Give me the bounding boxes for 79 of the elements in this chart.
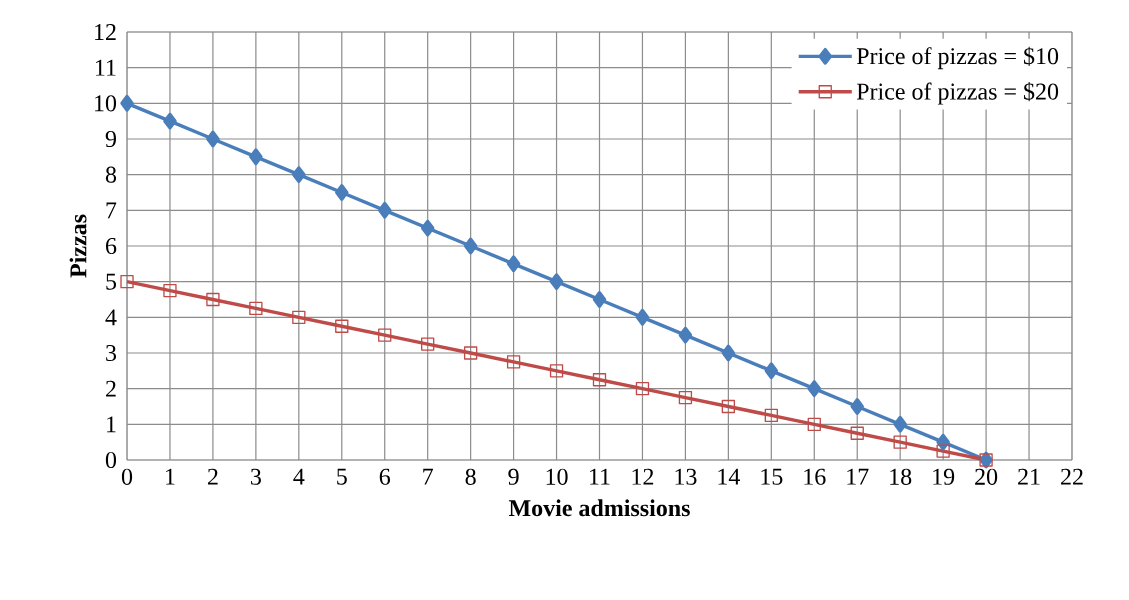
point [120, 94, 134, 112]
point [635, 308, 650, 326]
point [206, 130, 220, 148]
point [678, 326, 693, 344]
x-tick-label: 8 [465, 468, 476, 485]
point [463, 237, 478, 255]
point [292, 310, 306, 324]
point [163, 112, 177, 130]
point [893, 435, 907, 449]
point [421, 337, 435, 351]
point [463, 346, 478, 360]
x-tick-label: 9 [508, 468, 519, 485]
y-tick-label: 10 [95, 95, 117, 112]
point [506, 355, 521, 369]
point [936, 444, 950, 458]
point [764, 408, 778, 423]
y-tick-label: 5 [106, 273, 117, 290]
point [420, 219, 435, 237]
point [592, 291, 607, 308]
point [850, 398, 864, 415]
legend-label: Price of pizzas = $20 [856, 82, 1059, 105]
y-axis-title: Pizzas [69, 214, 87, 278]
point [549, 364, 564, 378]
point [678, 390, 693, 405]
point [807, 417, 821, 431]
point [721, 399, 736, 414]
y-tick-label: 11 [95, 59, 116, 76]
point [807, 380, 822, 398]
x-tick-label: 11 [590, 468, 610, 485]
point [163, 283, 177, 298]
point [206, 292, 220, 307]
y-tick-label: 0 [105, 451, 117, 469]
x-tick-label: 22 [1061, 468, 1083, 485]
x-tick-label: 7 [423, 468, 433, 485]
point [721, 344, 736, 362]
x-tick-label: 13 [675, 468, 697, 485]
y-tick-label: 6 [105, 237, 117, 255]
x-tick-label: 4 [293, 468, 305, 485]
x-tick-label: 12 [632, 468, 654, 485]
x-tick-label: 14 [718, 468, 740, 485]
x-axis-title: Movie admissions [508, 499, 690, 517]
x-tick-label: 2 [207, 468, 218, 485]
point [635, 381, 650, 396]
point [249, 301, 263, 316]
y-tick-label: 3 [106, 344, 117, 362]
legend-label: Price of pizzas = $10 [856, 46, 1059, 70]
x-tick-label: 1 [166, 468, 175, 485]
point [378, 328, 392, 342]
point [249, 148, 263, 166]
point [335, 184, 349, 201]
point [549, 273, 564, 291]
point [893, 415, 907, 433]
point [850, 426, 864, 440]
y-tick-label: 2 [106, 380, 116, 397]
point [120, 274, 134, 289]
y-tick-label: 8 [105, 166, 117, 183]
x-tick-label: 5 [337, 468, 347, 485]
x-tick-label: 6 [379, 468, 391, 485]
x-tick-label: 17 [847, 468, 869, 485]
x-tick-label: 20 [975, 468, 998, 485]
y-tick-label: 4 [105, 309, 117, 326]
x-tick-label: 19 [933, 468, 955, 485]
x-tick-label: 10 [546, 468, 568, 485]
point [506, 255, 521, 273]
x-tick-label: 18 [890, 468, 912, 485]
point [764, 362, 779, 380]
x-tick-label: 15 [761, 468, 783, 485]
point [292, 166, 306, 184]
x-tick-label: 3 [251, 468, 261, 485]
y-tick-label: 12 [95, 24, 116, 40]
x-tick-label: 0 [121, 468, 133, 485]
point [335, 319, 349, 333]
x-tick-label: 21 [1018, 468, 1040, 485]
y-tick-label: 7 [106, 202, 117, 219]
point [592, 373, 607, 387]
y-tick-label: 9 [105, 130, 116, 148]
y-tick-label: 1 [107, 416, 116, 433]
x-tick-label: 16 [804, 468, 826, 485]
point [377, 201, 392, 219]
